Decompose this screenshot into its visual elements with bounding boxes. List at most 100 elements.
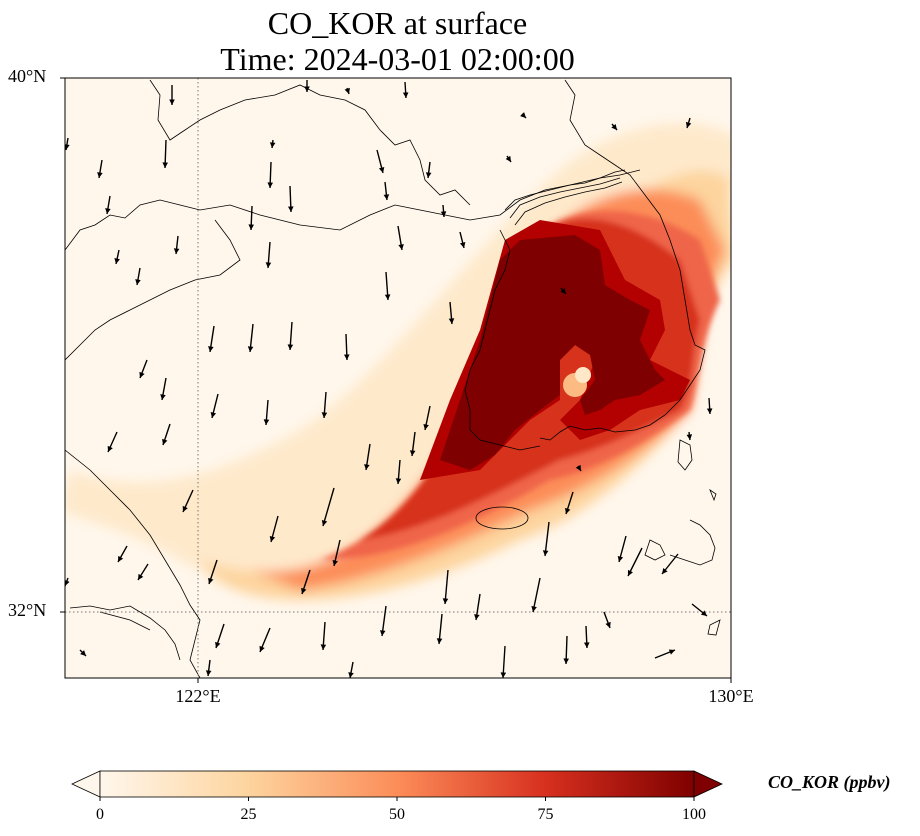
wind-arrow-head: [138, 573, 144, 580]
colorbar-tick-25: 25: [240, 806, 257, 823]
wind-arrow-head: [265, 262, 272, 268]
wind-arrow-head: [409, 450, 416, 456]
colorbar-tick-0: 0: [96, 806, 104, 823]
ytick-label-40n: 40°N: [8, 66, 47, 86]
wind-arrow-head: [287, 344, 294, 350]
wind-arrow-head: [162, 438, 168, 445]
wind-arrow-head: [364, 464, 370, 470]
co-concentration-field: [65, 78, 731, 678]
wind-arrow-head: [563, 658, 569, 664]
wind-arrow-head: [65, 144, 70, 150]
wind-arrow-head: [542, 550, 549, 556]
wind-arrow-head: [560, 287, 566, 294]
wind-arrow-head: [287, 206, 294, 212]
xtick-label-130e: 130°E: [708, 686, 754, 706]
wind-arrow-head: [267, 182, 274, 188]
wind-arrow-head: [169, 99, 175, 105]
wind-arrow-head: [247, 346, 254, 352]
colorbar-extend-high: [693, 770, 723, 798]
wind-arrow-head: [332, 560, 338, 566]
wind-arrow-head: [440, 211, 447, 217]
wind-arrow-head: [215, 641, 221, 648]
wind-arrow-head: [436, 638, 443, 644]
wind-arrow: [532, 577, 541, 613]
colorbar-gradient: [99, 770, 695, 798]
wind-arrow-head: [343, 354, 350, 360]
wind-arrow-head: [505, 155, 511, 162]
wind-arrow: [544, 521, 550, 557]
wind-arrow-head: [448, 318, 455, 324]
wind-arrow-head: [668, 649, 675, 655]
wind-arrow-head: [662, 567, 668, 574]
colorbar-extend-low: [71, 770, 101, 798]
wind-arrow-head: [423, 424, 429, 430]
wind-arrow-head: [259, 645, 265, 652]
wind-arrow: [322, 487, 335, 527]
wind-arrow: [444, 569, 449, 605]
wind-arrow-head: [173, 248, 180, 254]
wind-arrow-head: [269, 142, 276, 148]
ytick-label-32n: 32°N: [8, 600, 47, 620]
wind-arrow-head: [395, 478, 402, 484]
wind-arrow-head: [118, 555, 124, 562]
wind-arrow-head: [210, 411, 217, 418]
wind-arrow-head: [65, 580, 70, 586]
coastlines: [65, 79, 721, 678]
wind-arrow-head: [686, 434, 693, 440]
wind-arrow-head: [531, 606, 537, 612]
wind-arrow-head: [135, 279, 141, 285]
wind-arrow-head: [105, 208, 111, 214]
wind-arrow-head: [605, 621, 611, 628]
wind-arrow-head: [107, 445, 113, 452]
wind-arrow-head: [500, 672, 507, 678]
wind-arrow-head: [182, 505, 188, 512]
wind-arrow-head: [248, 224, 255, 230]
map-time: Time: 2024-03-01 02:00:00: [220, 41, 575, 77]
wind-arrow-head: [564, 507, 571, 514]
wind-arrow-head: [378, 166, 385, 173]
wind-arrow-head: [706, 408, 713, 414]
colorbar: [71, 770, 723, 801]
wind-arrow-head: [208, 577, 214, 584]
wind-arrow-head: [263, 419, 270, 425]
wind-vectors: [65, 80, 713, 678]
colorbar-tick-100: 100: [682, 806, 706, 823]
colorbar-tick-75: 75: [537, 806, 554, 823]
wind-arrow-head: [583, 642, 590, 648]
wind-arrow-head: [139, 371, 145, 378]
wind-arrow-head: [114, 258, 120, 264]
wind-arrow-head: [520, 112, 526, 118]
wind-arrow-head: [474, 614, 480, 620]
wind-arrow-head: [611, 123, 617, 130]
wind-arrow-head: [700, 610, 707, 616]
wind-arrow-head: [301, 587, 307, 594]
wind-arrow-head: [160, 394, 166, 400]
wind-arrow-head: [384, 294, 391, 300]
wind-arrow-head: [617, 555, 624, 562]
colorbar-tick-50: 50: [389, 806, 405, 823]
map-title: CO_KOR at surface: [267, 5, 528, 41]
wind-arrow-head: [97, 172, 103, 178]
wind-arrow-head: [575, 464, 581, 471]
wind-arrow-head: [269, 535, 276, 542]
xtick-label-122e: 122°E: [175, 686, 221, 706]
wind-arrow-head: [80, 650, 86, 656]
map-frame: [64, 77, 732, 679]
wind-arrow-head: [627, 569, 633, 576]
wind-arrow-head: [442, 598, 449, 604]
wind-arrow-head: [402, 92, 409, 98]
wind-arrow-head: [425, 172, 432, 178]
wind-arrow-head: [459, 241, 466, 248]
wind-arrow-head: [344, 87, 350, 94]
wind-arrow-head: [398, 244, 404, 250]
wind-arrow-head: [321, 519, 328, 526]
wind-arrow-head: [208, 346, 214, 352]
colorbar-label: CO_KOR (ppbv): [768, 772, 891, 792]
wind-arrow-head: [379, 630, 386, 636]
wind-arrow-head: [685, 121, 692, 128]
wind-arrow-head: [205, 670, 212, 676]
wind-arrow-head: [348, 672, 354, 678]
wind-arrow-head: [321, 412, 328, 418]
wind-arrow-head: [383, 194, 390, 200]
